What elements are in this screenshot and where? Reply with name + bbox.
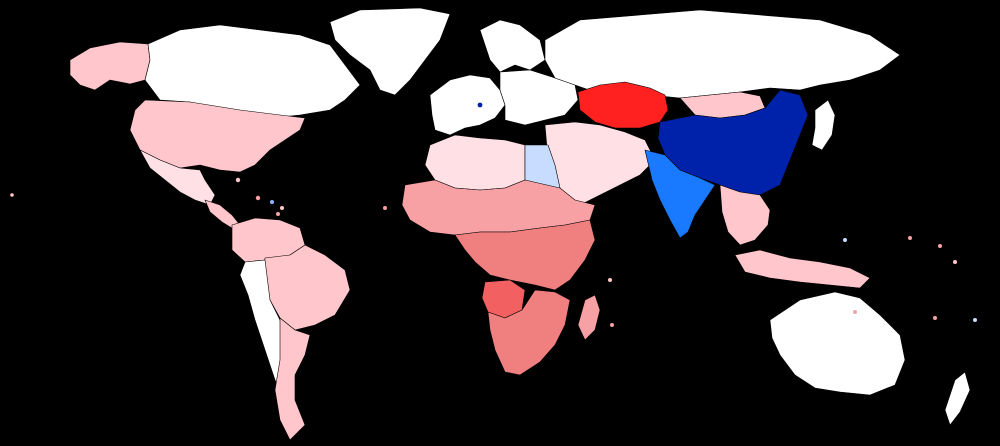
region-new-zealand (944, 371, 971, 426)
island-marker (608, 278, 612, 282)
island-marker (938, 244, 942, 248)
region-united-states (129, 99, 306, 173)
region-eastern-europe (499, 69, 579, 126)
region-madagascar (577, 294, 601, 341)
region-greenland (329, 7, 451, 96)
island-marker (383, 206, 387, 210)
region-southeast-asia (719, 184, 771, 246)
island-marker (973, 318, 977, 322)
region-argentina (274, 317, 311, 441)
region-southern-africa (487, 289, 571, 376)
island-marker (280, 206, 284, 210)
island-marker (235, 177, 241, 183)
island-marker (270, 200, 274, 204)
region-indonesia (734, 249, 871, 289)
small-island-markers (10, 102, 977, 327)
island-marker (933, 316, 937, 320)
island-marker (843, 238, 847, 242)
island-marker (276, 212, 280, 216)
region-australia (769, 291, 906, 396)
region-kazakhstan (577, 81, 669, 129)
island-marker (255, 195, 261, 201)
island-marker (953, 260, 957, 264)
region-mexico (139, 149, 216, 206)
region-japan (811, 99, 836, 151)
island-marker (908, 236, 912, 240)
region-india (644, 149, 716, 239)
region-western-europe (429, 74, 506, 136)
island-marker (477, 102, 483, 108)
region-alaska (69, 41, 151, 91)
island-marker (853, 310, 857, 314)
island-marker (10, 193, 14, 197)
region-canada (144, 24, 361, 119)
region-central-africa (454, 219, 596, 291)
island-marker (610, 323, 614, 327)
